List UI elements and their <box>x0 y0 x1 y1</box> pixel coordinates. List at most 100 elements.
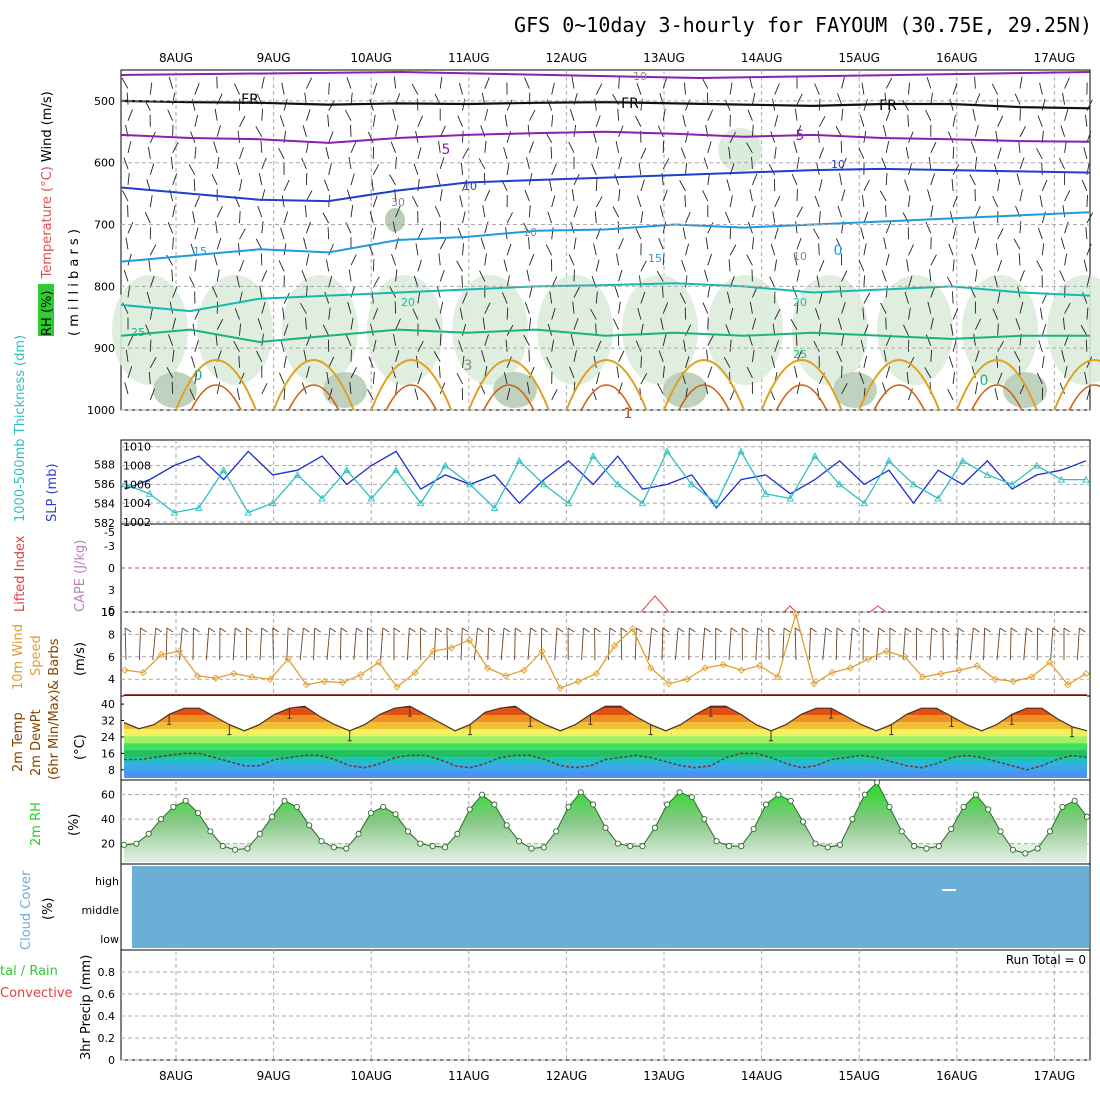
upper-wind-barb <box>439 301 444 314</box>
wind10-barb <box>849 627 853 661</box>
upper-wind-barb <box>439 269 445 282</box>
upper-wind-barb <box>973 333 976 346</box>
surface-isotherm-30 <box>272 359 355 411</box>
wind10-barb <box>554 627 558 661</box>
upper-wind-barb <box>679 292 686 304</box>
wind10-barb <box>634 627 637 661</box>
upper-wind-barb <box>835 125 842 137</box>
upper-wind-barb <box>350 205 354 218</box>
upper-wind-barb <box>948 356 954 368</box>
thickness-line-marker <box>540 480 548 488</box>
wind10-barb-flag <box>609 627 617 633</box>
upper-wind-barb <box>551 339 555 352</box>
rh-marker <box>861 791 868 798</box>
upper-wind-barb <box>640 355 642 368</box>
upper-wind-barb <box>261 157 267 170</box>
upper-wind-barb <box>1059 270 1066 282</box>
upper-wind-barb <box>862 307 865 320</box>
upper-wind-barb <box>971 253 976 266</box>
wind10-barb-flag <box>435 627 443 633</box>
ylabel-precip-unit: 3hr Precip (mm) <box>79 955 94 1060</box>
surface-isotherm-30 <box>955 359 1038 411</box>
upper-wind-barb <box>658 350 664 362</box>
upper-wind-barb <box>551 227 554 240</box>
upper-wind-barb <box>194 259 197 272</box>
upper-wind-barb <box>751 92 756 105</box>
upper-wind-barb <box>261 76 265 89</box>
upper-wind-barb <box>478 158 486 170</box>
surface-isotherm-30 <box>663 359 745 411</box>
upper-wind-barb <box>213 366 218 378</box>
upper-wind-barb <box>417 372 423 385</box>
upper-wind-barb <box>1081 179 1088 192</box>
surface-isotherm-30 <box>467 359 550 411</box>
upper-wind-barb <box>1013 238 1021 250</box>
pressure-tick-label: 800 <box>94 280 115 293</box>
rh-marker <box>330 844 337 851</box>
upper-wind-barb <box>1084 114 1088 127</box>
rh-marker <box>120 841 128 848</box>
upper-wind-barb <box>837 317 843 330</box>
upper-wind-barb <box>1018 253 1021 266</box>
upper-wind-barb <box>305 221 311 234</box>
upper-wind-barb <box>814 83 820 95</box>
thickness-line-marker <box>712 499 721 507</box>
wind10-barb-flag <box>208 627 215 633</box>
upper-wind-barb <box>216 382 221 395</box>
upper-wind-barb <box>970 141 976 153</box>
cloud-ticks: high middle low <box>81 875 119 946</box>
upper-wind-barb <box>1064 190 1071 202</box>
upper-wind-barb <box>683 339 686 352</box>
upper-wind-barb <box>350 367 358 379</box>
rh-marker <box>293 803 300 810</box>
upper-wind-barb <box>927 301 932 314</box>
upper-wind-barb <box>726 291 731 304</box>
wind10-barb <box>956 627 959 661</box>
upper-wind-barb <box>167 221 174 234</box>
upper-wind-barb <box>282 307 285 320</box>
upper-wind-barb <box>350 173 355 186</box>
upper-wind-barb <box>345 222 352 234</box>
slp-line <box>124 450 1087 509</box>
rh-marker <box>812 840 819 847</box>
upper-wind-barb <box>239 228 246 240</box>
upper-wind-barb <box>283 98 288 111</box>
temp-minmax-bar <box>167 714 172 725</box>
upper-wind-barb <box>997 323 999 336</box>
rh-marker <box>380 803 387 810</box>
upper-wind-barb <box>818 115 826 127</box>
upper-wind-barb <box>685 211 691 224</box>
date-label-top: 17AUG <box>1034 51 1076 65</box>
rh-marker <box>935 843 942 850</box>
precip-tick-label: 0.2 <box>98 1032 116 1045</box>
lifted-index-tick-label: 3 <box>108 584 115 597</box>
upper-wind-barb <box>618 269 623 282</box>
upper-wind-barb <box>322 324 330 336</box>
upper-wind-barb <box>481 350 486 362</box>
rh-marker <box>738 843 745 850</box>
upper-wind-barb <box>456 260 463 272</box>
upper-wind-barb <box>814 308 820 320</box>
upper-wind-barb <box>792 286 798 298</box>
upper-wind-barb <box>549 291 553 304</box>
upper-wind-barb <box>725 324 731 336</box>
upper-wind-barb <box>863 324 869 336</box>
upper-wind-barb <box>459 307 463 320</box>
upper-wind-barb <box>172 142 179 154</box>
upper-wind-barb <box>662 108 666 121</box>
upper-wind-barb <box>771 356 776 368</box>
upper-wind-barb <box>368 356 374 368</box>
wind10-barb <box>983 627 986 661</box>
wind10-barb-flag <box>155 627 162 633</box>
wind10-barb <box>124 627 127 661</box>
upper-wind-barb <box>372 371 375 384</box>
cloud-level-label: high <box>95 875 119 888</box>
upper-wind-barb <box>439 157 445 170</box>
upper-wind-barb <box>190 243 196 256</box>
wind10-barb-flag <box>863 627 870 633</box>
upper-wind-barb <box>573 205 579 218</box>
isotherm-15 <box>120 211 1091 263</box>
thickness-line-marker <box>416 499 425 507</box>
upper-wind-barb <box>1014 93 1021 105</box>
contour-label: 0 <box>834 243 843 259</box>
